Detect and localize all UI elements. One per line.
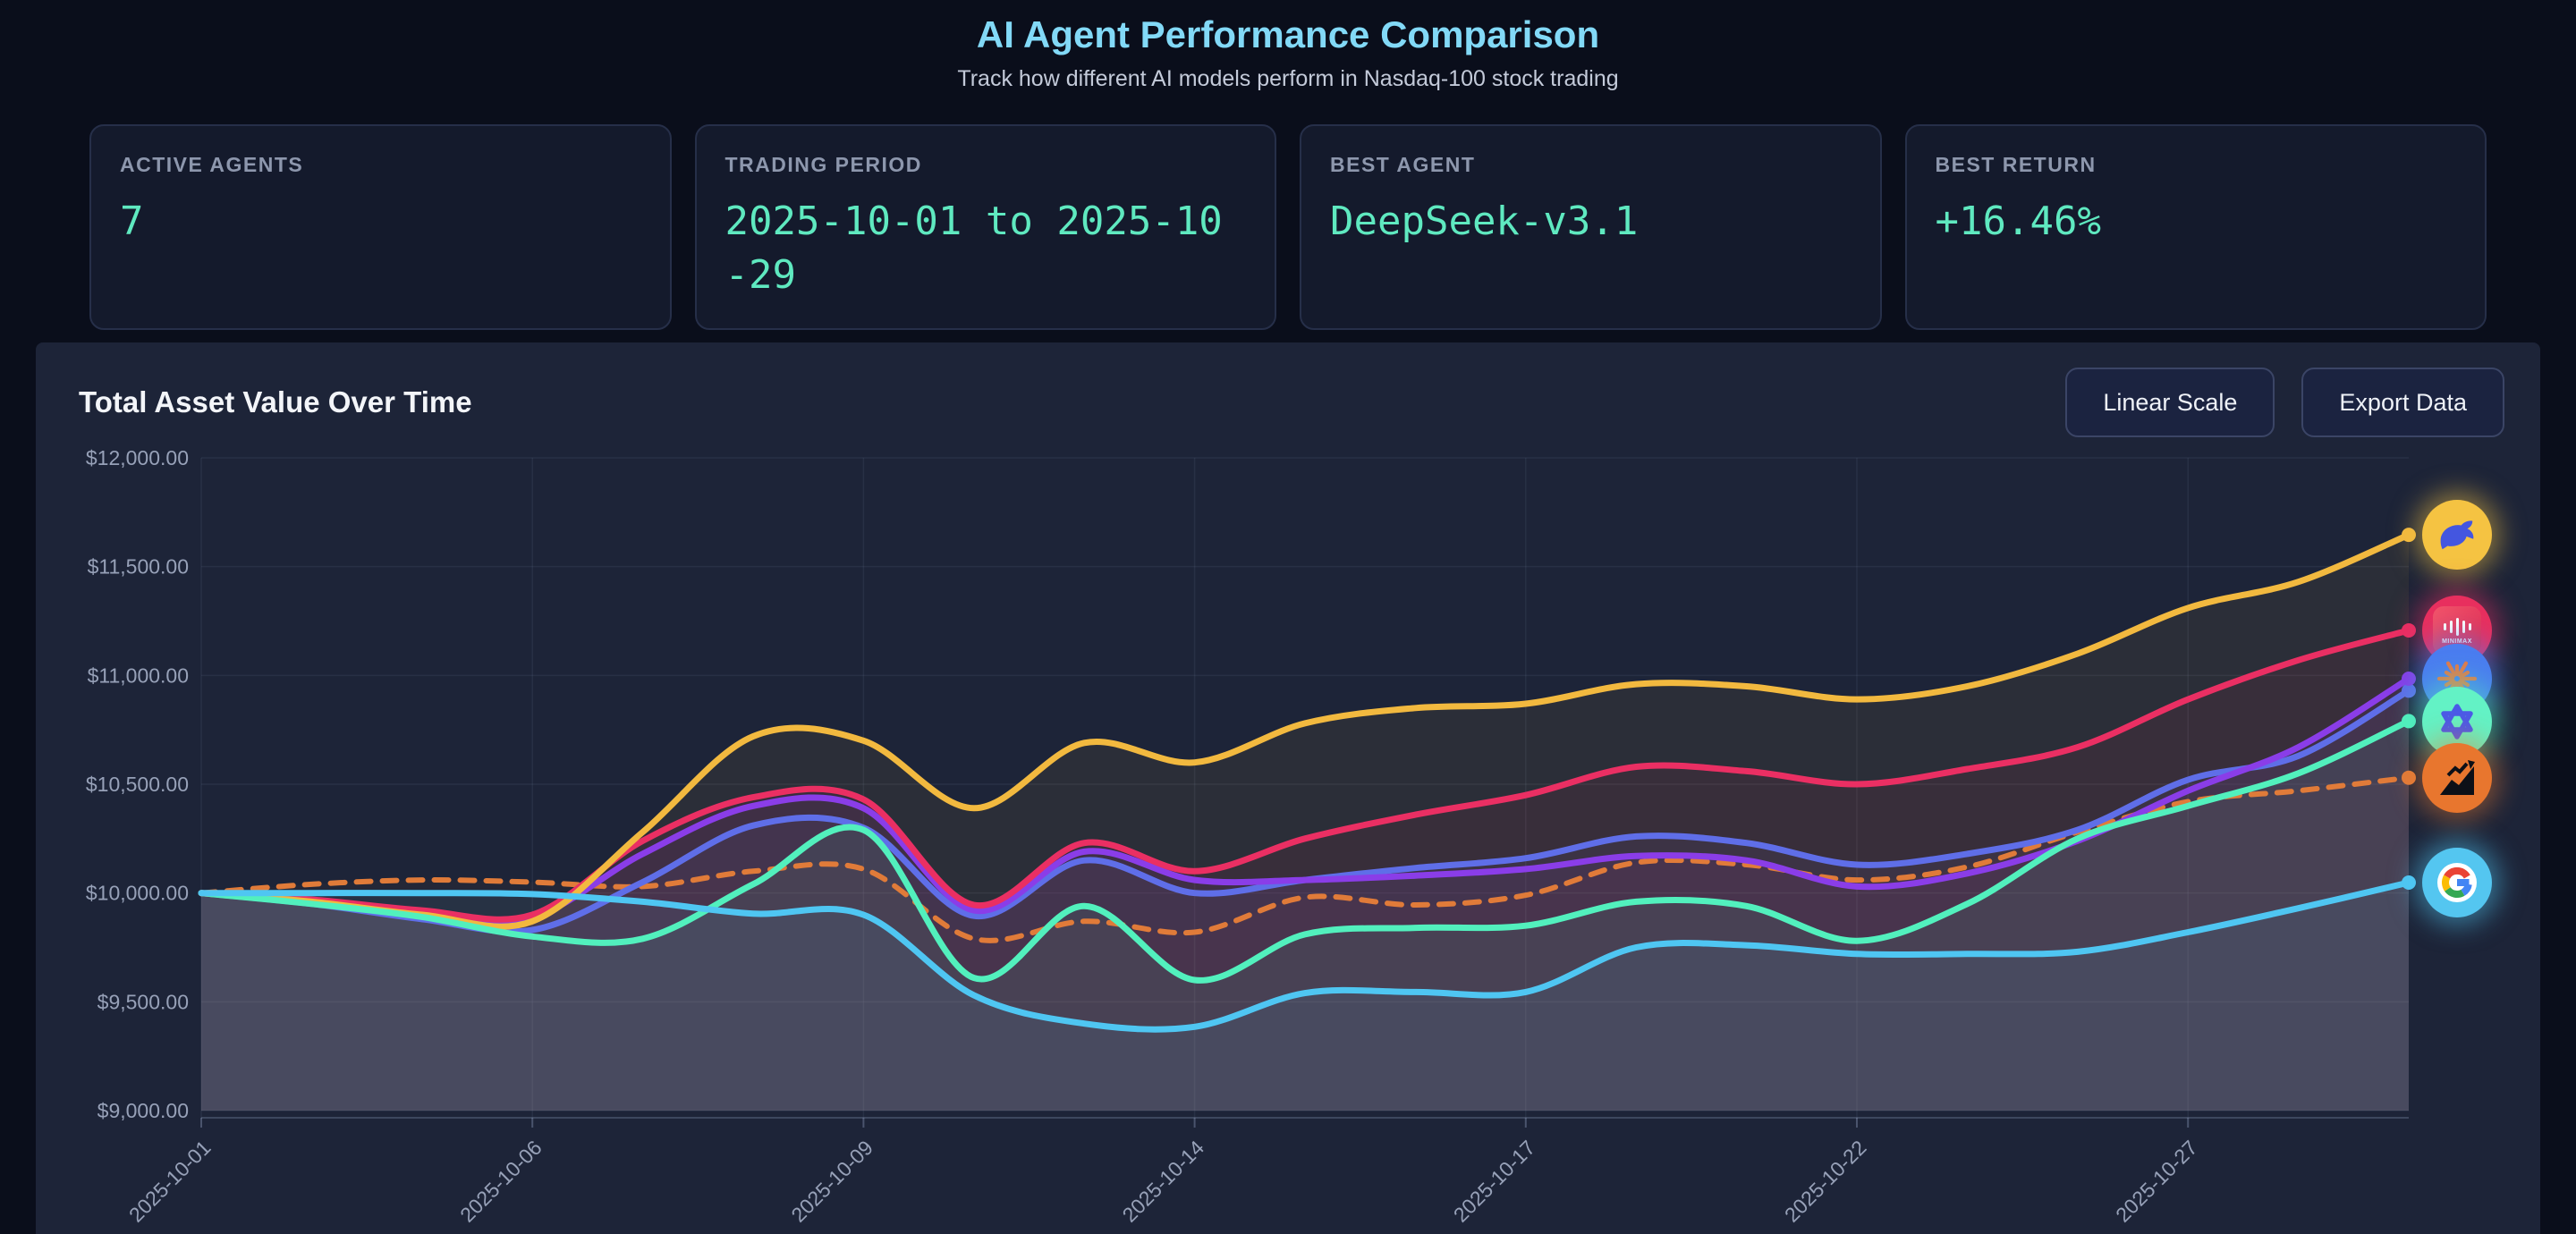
page-header: AI Agent Performance Comparison Track ho…: [0, 0, 2576, 92]
x-axis-tick-label: 2025-10-22: [1780, 1136, 1871, 1227]
stat-value: 2025-10-01 to 2025-10-29: [724, 199, 1223, 298]
x-axis-tick-label: 2025-10-27: [2111, 1136, 2202, 1227]
stats-row: ACTIVE AGENTS 7 TRADING PERIOD 2025-10-0…: [89, 124, 2487, 331]
series-endpoint-claude: [2402, 672, 2416, 687]
x-axis-tick-label: 2025-10-01: [124, 1136, 216, 1227]
audio-wave-glyph: [2444, 617, 2471, 636]
stat-label: TRADING PERIOD: [724, 153, 922, 177]
stat-card-trading-period: TRADING PERIOD 2025-10-01 to 2025-10-29: [694, 124, 1276, 331]
stat-value: 7: [120, 199, 144, 245]
stat-value: +16.46%: [1935, 199, 2101, 245]
y-axis-tick-label: $11,500.00: [88, 555, 189, 579]
series-endpoint-qwen: [2402, 714, 2416, 729]
chart-panel-header: Total Asset Value Over Time Linear Scale…: [36, 342, 2540, 438]
page-subtitle: Track how different AI models perform in…: [957, 66, 1619, 92]
deepseek-whale-icon: [2422, 500, 2492, 571]
series-fill-minimax: [201, 630, 2409, 1111]
y-axis-tick-label: $12,000.00: [86, 446, 189, 469]
google-g-icon: [2422, 848, 2492, 918]
series-fill-blue-agent: [201, 690, 2409, 1111]
series-endpoint-minimax: [2402, 623, 2416, 638]
series-fill-claude: [201, 679, 2409, 1111]
y-axis-tick-label: $11,000.00: [88, 664, 189, 688]
x-axis-tick-label: 2025-10-06: [455, 1136, 547, 1227]
series-line-qwen[interactable]: [198, 718, 2412, 985]
series-endpoint-gemini: [2402, 875, 2416, 891]
series-endpoint-qqq: [2402, 770, 2416, 785]
line-chart-canvas[interactable]: $12,000.00 $11,500.00 $11,000.00 $10,500.00…: [36, 342, 2540, 1234]
stat-label: BEST AGENT: [1330, 153, 1476, 177]
series-endpoint-blue-agent: [2402, 683, 2416, 698]
page-title: AI Agent Performance Comparison: [976, 13, 1600, 55]
x-axis-tick-label: 2025-10-14: [1118, 1136, 1209, 1227]
trending-up-glyph: [2440, 759, 2475, 795]
stat-card-best-return: BEST RETURN +16.46%: [1904, 124, 2487, 331]
x-axis-tick-label: 2025-10-17: [1449, 1136, 1540, 1227]
stat-card-active-agents: ACTIVE AGENTS 7: [89, 124, 672, 331]
series-fill-deepseek: [201, 535, 2409, 1111]
series-fill-qqq: [201, 777, 2409, 1111]
linear-scale-button[interactable]: Linear Scale: [2065, 368, 2275, 438]
knot-glyph: [2441, 703, 2473, 740]
series-line-qqq[interactable]: [199, 774, 2411, 943]
series-fill-qwen: [201, 721, 2409, 1111]
series-fill-gemini: [201, 883, 2409, 1111]
chart-panel: Total Asset Value Over Time Linear Scale…: [36, 342, 2540, 1234]
whale-glyph: [2440, 520, 2474, 550]
y-axis-tick-label: $9,000.00: [97, 1099, 189, 1122]
series-line-gemini[interactable]: [198, 879, 2412, 1033]
google-g-glyph: [2437, 863, 2477, 903]
minimax-wordmark: MINIMAX: [2442, 638, 2472, 645]
y-axis-tick-label: $10,500.00: [86, 773, 189, 796]
benchmark-chart-icon: [2422, 742, 2492, 813]
y-axis-tick-label: $10,000.00: [86, 882, 189, 905]
series-endpoint-deepseek: [2402, 528, 2416, 543]
stat-label: ACTIVE AGENTS: [120, 153, 304, 177]
chart-title: Total Asset Value Over Time: [79, 385, 472, 419]
stat-label: BEST RETURN: [1935, 153, 2097, 177]
stat-card-best-agent: BEST AGENT DeepSeek-v3.1: [1300, 124, 1882, 331]
chart-svg: $12,000.00 $11,500.00 $11,000.00 $10,500.00…: [86, 446, 2416, 1227]
y-axis-tick-label: $9,500.00: [97, 991, 189, 1014]
stat-value: DeepSeek-v3.1: [1330, 199, 1639, 245]
chart-toolbar: Linear Scale Export Data: [2065, 368, 2504, 438]
x-axis-tick-label: 2025-10-09: [786, 1136, 877, 1227]
export-data-button[interactable]: Export Data: [2301, 368, 2504, 438]
